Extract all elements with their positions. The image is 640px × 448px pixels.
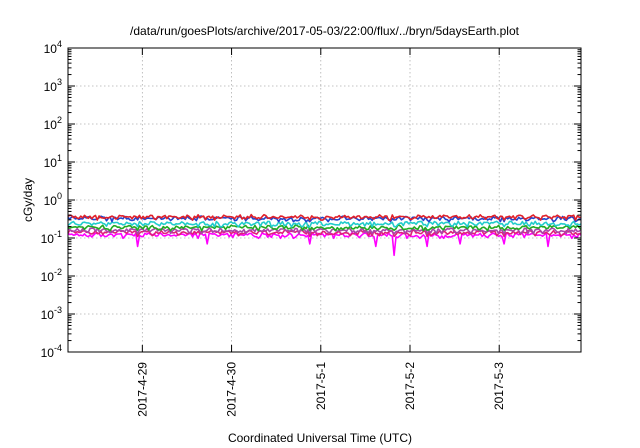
y-tick-label: 10-4 [41,343,62,360]
series-line [67,213,582,221]
chart-title: /data/run/goesPlots/archive/2017-05-03/2… [130,24,520,38]
grid-lines [68,48,581,352]
series-line [67,229,582,238]
y-tick-label: 104 [44,39,62,56]
x-tick-label: 2017-4-29 [135,362,149,417]
x-tick-label: 2017-4-30 [225,362,239,417]
y-tick-label: 10-3 [41,305,62,322]
y-tick-label: 102 [44,115,62,132]
x-axis-label: Coordinated Universal Time (UTC) [228,431,412,445]
series-lines [67,213,582,257]
y-tick-label: 103 [44,77,62,94]
y-axis-ticks: 10-4 10-3 10-2 10-1 100 101 102 103 104 [41,39,581,360]
x-tick-label: 2017-5-3 [492,362,506,410]
x-axis-ticks: 2017-4-29 2017-4-30 2017-5-1 2017-5-2 2017-5… [135,48,506,417]
series-line [67,220,582,228]
y-tick-label: 10-2 [41,267,62,284]
series-line [67,224,582,232]
y-tick-label: 101 [44,153,62,170]
x-tick-label: 2017-5-2 [403,362,417,410]
y-tick-label: 10-1 [41,229,62,246]
y-axis-label: cGy/day [21,178,35,222]
x-tick-label: 2017-5-1 [314,362,328,410]
y-tick-label: 100 [44,191,62,208]
